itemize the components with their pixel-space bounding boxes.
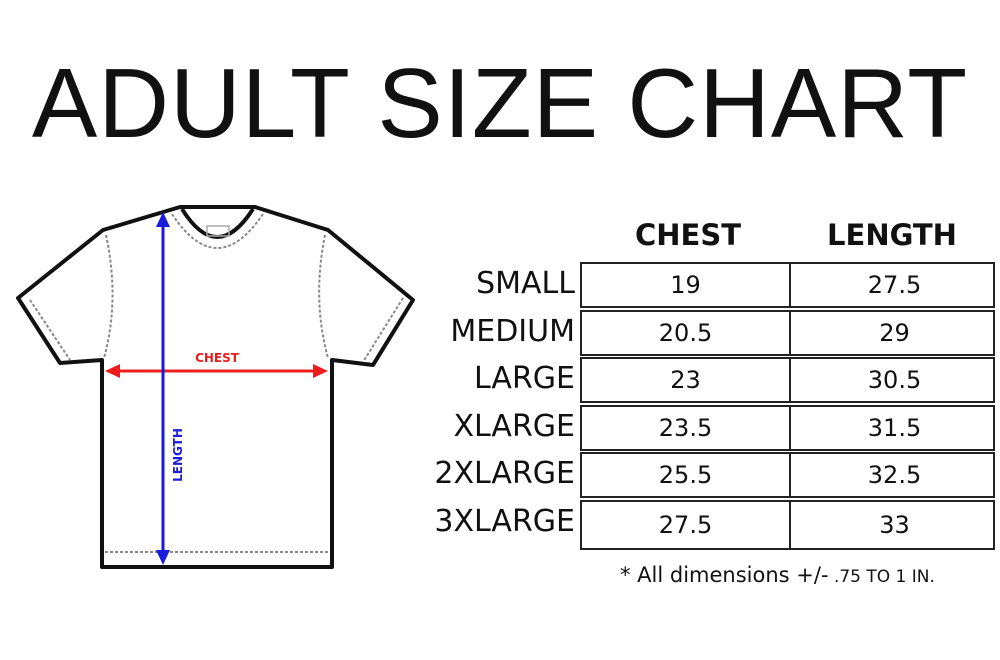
cell-chest: 25.5: [658, 461, 713, 489]
note-main: * All dimensions +/-: [620, 563, 829, 587]
page-title: ADULT SIZE CHART: [31, 48, 969, 158]
collar-stitch: [171, 213, 264, 249]
row-label-size: XLARGE: [453, 409, 575, 444]
table-row: 23.5 31.5: [580, 405, 995, 451]
column-divider: [789, 312, 791, 354]
length-arrow: [156, 212, 170, 565]
cell-length: 30.5: [867, 366, 922, 394]
tshirt-diagram: CHEST LENGTH: [16, 205, 415, 569]
cell-length: 32.5: [867, 461, 922, 489]
table-row: 20.5 29: [580, 310, 995, 356]
row-label-size: SMALL: [476, 266, 575, 301]
sleeve-seam-right: [318, 234, 329, 359]
cell-length: 27.5: [867, 271, 922, 299]
cuff-stitch-left: [29, 299, 71, 361]
row-label-size: MEDIUM: [450, 314, 575, 349]
cell-chest: 20.5: [658, 319, 713, 347]
cell-chest: 23.5: [658, 414, 713, 442]
column-divider: [789, 502, 791, 548]
column-header-length: LENGTH: [827, 218, 957, 252]
length-label: LENGTH: [171, 428, 185, 482]
collar-tag: [206, 225, 230, 237]
cell-length: 33: [879, 511, 910, 539]
table-row: 23 30.5: [580, 357, 995, 403]
row-label-size: 2XLARGE: [434, 456, 575, 491]
cell-chest: 19: [670, 271, 701, 299]
table-row: 27.5 33: [580, 500, 995, 550]
column-divider: [789, 454, 791, 496]
cell-length: 31.5: [867, 414, 922, 442]
column-header-chest: CHEST: [634, 218, 742, 252]
column-divider: [789, 359, 791, 401]
cell-chest: 23: [670, 366, 701, 394]
cell-length: 29: [879, 319, 910, 347]
collar: [180, 207, 255, 239]
sleeve-seam-left: [103, 234, 114, 359]
tshirt-outline: [16, 205, 415, 569]
column-divider: [789, 264, 791, 306]
note-tolerance: .75 TO 1 IN.: [828, 567, 935, 587]
cuff-stitch-right: [362, 297, 404, 363]
row-label-size: LARGE: [474, 361, 575, 396]
table-row: 19 27.5: [580, 262, 995, 308]
chest-arrow: [105, 364, 328, 378]
tolerance-note: * All dimensions +/- .75 TO 1 IN.: [620, 563, 935, 587]
table-row: 25.5 32.5: [580, 452, 995, 498]
column-divider: [789, 407, 791, 449]
cell-chest: 27.5: [658, 511, 713, 539]
row-label-size: 3XLARGE: [434, 504, 575, 539]
chest-label: CHEST: [195, 351, 240, 365]
